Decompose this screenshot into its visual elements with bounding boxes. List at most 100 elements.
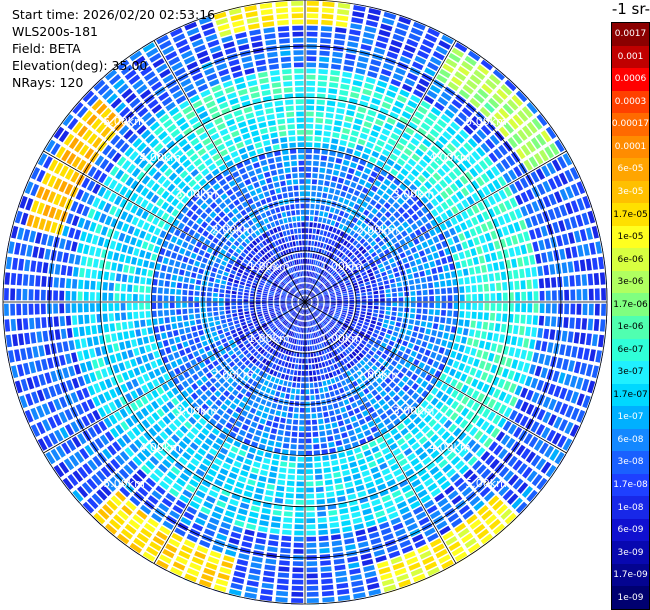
beta-gate: [299, 420, 305, 425]
beta-gate: [305, 154, 312, 160]
beta-gate: [196, 545, 209, 554]
beta-gate: [311, 339, 314, 345]
beta-gate: [439, 415, 448, 425]
beta-gate: [262, 297, 267, 300]
beta-gate: [374, 180, 382, 187]
beta-gate: [382, 533, 394, 541]
beta-gate: [249, 473, 258, 480]
beta-gate: [253, 415, 260, 423]
beta-gate: [291, 598, 304, 603]
beta-gate: [317, 517, 327, 523]
beta-gate: [450, 155, 460, 165]
beta-gate: [337, 496, 346, 502]
beta-gate: [155, 530, 168, 541]
beta-gate: [432, 543, 445, 553]
beta-gate: [325, 326, 330, 331]
beta-gate: [306, 111, 314, 117]
beta-gate: [407, 158, 417, 167]
beta-gate: [306, 80, 316, 86]
beta-gate: [202, 367, 209, 374]
beta-gate: [280, 461, 288, 467]
beta-gate: [42, 387, 51, 400]
beta-gate: [393, 433, 402, 441]
beta-gate: [311, 419, 318, 425]
beta-gate: [315, 338, 318, 344]
beta-gate: [404, 551, 416, 560]
beta-gate: [86, 398, 95, 410]
beta-gate: [565, 186, 574, 199]
beta-gate: [199, 361, 206, 369]
beta-gate: [255, 487, 264, 494]
beta-gate: [332, 51, 343, 58]
beta-gate: [316, 493, 325, 499]
beta-gate: [331, 240, 336, 246]
beta-gate: [334, 164, 341, 170]
beta-gate: [293, 305, 299, 308]
beta-gate: [201, 443, 210, 451]
beta-gate: [422, 440, 432, 450]
beta-gate: [189, 314, 195, 320]
beta-gate: [411, 479, 421, 488]
beta-gate: [339, 387, 345, 394]
beta-gate: [306, 93, 315, 98]
beta-gate: [307, 340, 310, 345]
beta-gate: [236, 340, 242, 346]
beta-gate: [136, 423, 146, 433]
beta-gate: [454, 42, 468, 53]
beta-gate: [262, 324, 268, 329]
beta-gate: [251, 467, 260, 474]
beta-gate: [540, 367, 548, 379]
beta-gate: [311, 294, 315, 298]
beta-gate: [355, 296, 361, 299]
beta-gate: [346, 424, 353, 431]
beta-gate: [569, 167, 580, 180]
beta-gate: [243, 490, 253, 498]
beta-gate: [314, 311, 319, 315]
beta-gate: [250, 328, 256, 333]
beta-gate: [340, 83, 350, 90]
beta-gate: [361, 349, 367, 356]
beta-gate: [16, 288, 22, 301]
beta-gate: [359, 256, 365, 261]
beta-gate: [223, 327, 229, 333]
beta-gate: [338, 280, 344, 285]
beta-gate: [115, 454, 125, 466]
beta-gate: [306, 117, 314, 123]
beta-gate: [354, 259, 360, 265]
beta-gate: [189, 479, 199, 488]
beta-gate: [151, 400, 159, 410]
beta-gate: [514, 348, 521, 358]
beta-gate: [402, 221, 409, 229]
beta-gate: [444, 485, 455, 495]
beta-gate: [211, 267, 218, 273]
beta-gate: [240, 278, 247, 283]
beta-gate: [182, 315, 189, 321]
beta-gate: [250, 394, 257, 401]
beta-gate: [363, 565, 375, 572]
beta-gate: [376, 35, 389, 43]
beta-gate: [328, 88, 338, 94]
beta-gate: [347, 346, 353, 352]
beta-gate: [11, 365, 19, 379]
beta-gate: [554, 191, 563, 203]
beta-gate: [263, 380, 269, 386]
beta-gate: [139, 303, 144, 310]
beta-gate: [145, 546, 159, 557]
beta-gate: [439, 68, 451, 79]
beta-gate: [328, 441, 335, 448]
beta-gate: [213, 307, 218, 312]
beta-gate: [287, 305, 292, 307]
beta-gate: [343, 199, 350, 205]
beta-gate: [187, 406, 195, 415]
beta-gate: [393, 178, 401, 186]
beta-gate: [286, 387, 291, 393]
beta-gate: [371, 185, 378, 193]
beta-gate: [336, 152, 344, 158]
beta-gate: [336, 276, 341, 281]
beta-gate: [326, 274, 331, 280]
beta-gate: [309, 370, 313, 376]
beta-gate: [492, 179, 502, 190]
beta-gate: [450, 121, 461, 131]
beta-gate: [353, 225, 359, 231]
beta-gate: [545, 464, 557, 478]
